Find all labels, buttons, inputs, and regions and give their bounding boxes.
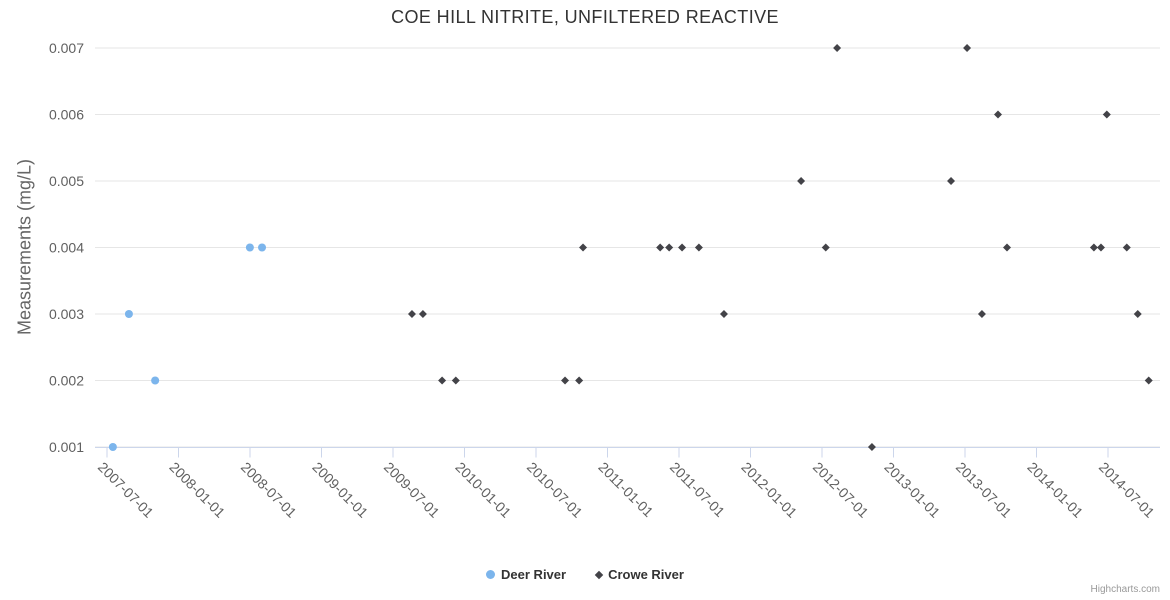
y-tick-label: 0.004	[49, 240, 84, 256]
highcharts-credit[interactable]: Highcharts.com	[1090, 584, 1160, 595]
x-tick-label: 2014-01-01	[1024, 459, 1086, 521]
chart-title: COE HILL NITRITE, UNFILTERED REACTIVE	[391, 7, 779, 27]
data-point-deer-river	[124, 310, 133, 318]
x-tick-label: 2014-07-01	[1096, 459, 1158, 521]
x-tick-label: 2009-07-01	[381, 459, 443, 521]
data-point-deer-river	[258, 243, 267, 252]
x-tick-label: 2009-01-01	[309, 459, 371, 521]
legend: Deer River Crowe River	[0, 567, 1170, 582]
x-tick-label: 2012-07-01	[810, 459, 872, 521]
data-point-crowe-river	[665, 243, 674, 252]
legend-label-crowe-river: Crowe River	[608, 567, 684, 582]
data-point-crowe-river	[1002, 243, 1011, 252]
x-tick-label: 2013-07-01	[953, 459, 1015, 521]
data-point-crowe-river	[678, 243, 687, 252]
legend-label-deer-river: Deer River	[501, 567, 567, 582]
data-point-crowe-river	[418, 310, 427, 318]
x-tick-label: 2012-01-01	[738, 459, 800, 521]
data-point-crowe-river	[797, 177, 806, 185]
data-point-crowe-river	[438, 376, 447, 385]
legend-item-crowe-river[interactable]: Crowe River	[594, 567, 684, 582]
data-point-crowe-river	[407, 310, 416, 318]
x-tick-label: 2011-07-01	[667, 459, 728, 520]
data-point-crowe-river	[1096, 243, 1105, 252]
x-tick-label: 2007-07-01	[95, 459, 157, 521]
data-point-crowe-river	[1089, 243, 1098, 252]
circle-marker-icon	[486, 570, 496, 579]
data-point-crowe-river	[833, 44, 842, 52]
y-tick-label: 0.006	[49, 107, 84, 123]
data-point-deer-river	[151, 376, 160, 385]
x-tick-label: 2010-01-01	[452, 459, 514, 521]
data-point-crowe-river	[561, 376, 570, 385]
legend-item-deer-river[interactable]: Deer River	[486, 567, 566, 582]
data-point-crowe-river	[579, 243, 588, 252]
data-point-crowe-river	[821, 243, 830, 252]
x-tick-label: 2011-01-01	[595, 459, 656, 520]
diamond-marker-icon	[594, 570, 604, 579]
data-point-crowe-river	[963, 44, 972, 52]
data-point-crowe-river	[867, 443, 876, 451]
data-point-crowe-river	[451, 376, 460, 385]
x-tick-label: 2008-01-01	[166, 459, 228, 521]
y-tick-label: 0.005	[49, 173, 84, 189]
data-point-crowe-river	[1133, 310, 1142, 318]
data-point-crowe-river	[993, 110, 1002, 119]
data-point-crowe-river	[575, 376, 584, 385]
data-point-crowe-river	[1122, 243, 1131, 252]
y-tick-label: 0.003	[49, 306, 84, 322]
data-point-crowe-river	[656, 243, 665, 252]
data-point-crowe-river	[947, 177, 956, 185]
y-tick-label: 0.007	[49, 40, 84, 56]
data-point-crowe-river	[1102, 110, 1111, 119]
data-point-crowe-river	[719, 310, 728, 318]
data-point-deer-river	[108, 443, 117, 451]
data-point-crowe-river	[977, 310, 986, 318]
data-point-crowe-river	[694, 243, 703, 252]
data-point-crowe-river	[1144, 376, 1153, 385]
y-tick-label: 0.002	[49, 373, 84, 389]
x-tick-label: 2010-07-01	[524, 459, 586, 521]
x-tick-label: 2008-07-01	[238, 459, 300, 521]
data-point-deer-river	[245, 243, 254, 252]
y-tick-label: 0.001	[49, 439, 84, 455]
x-tick-label: 2013-01-01	[881, 459, 943, 521]
